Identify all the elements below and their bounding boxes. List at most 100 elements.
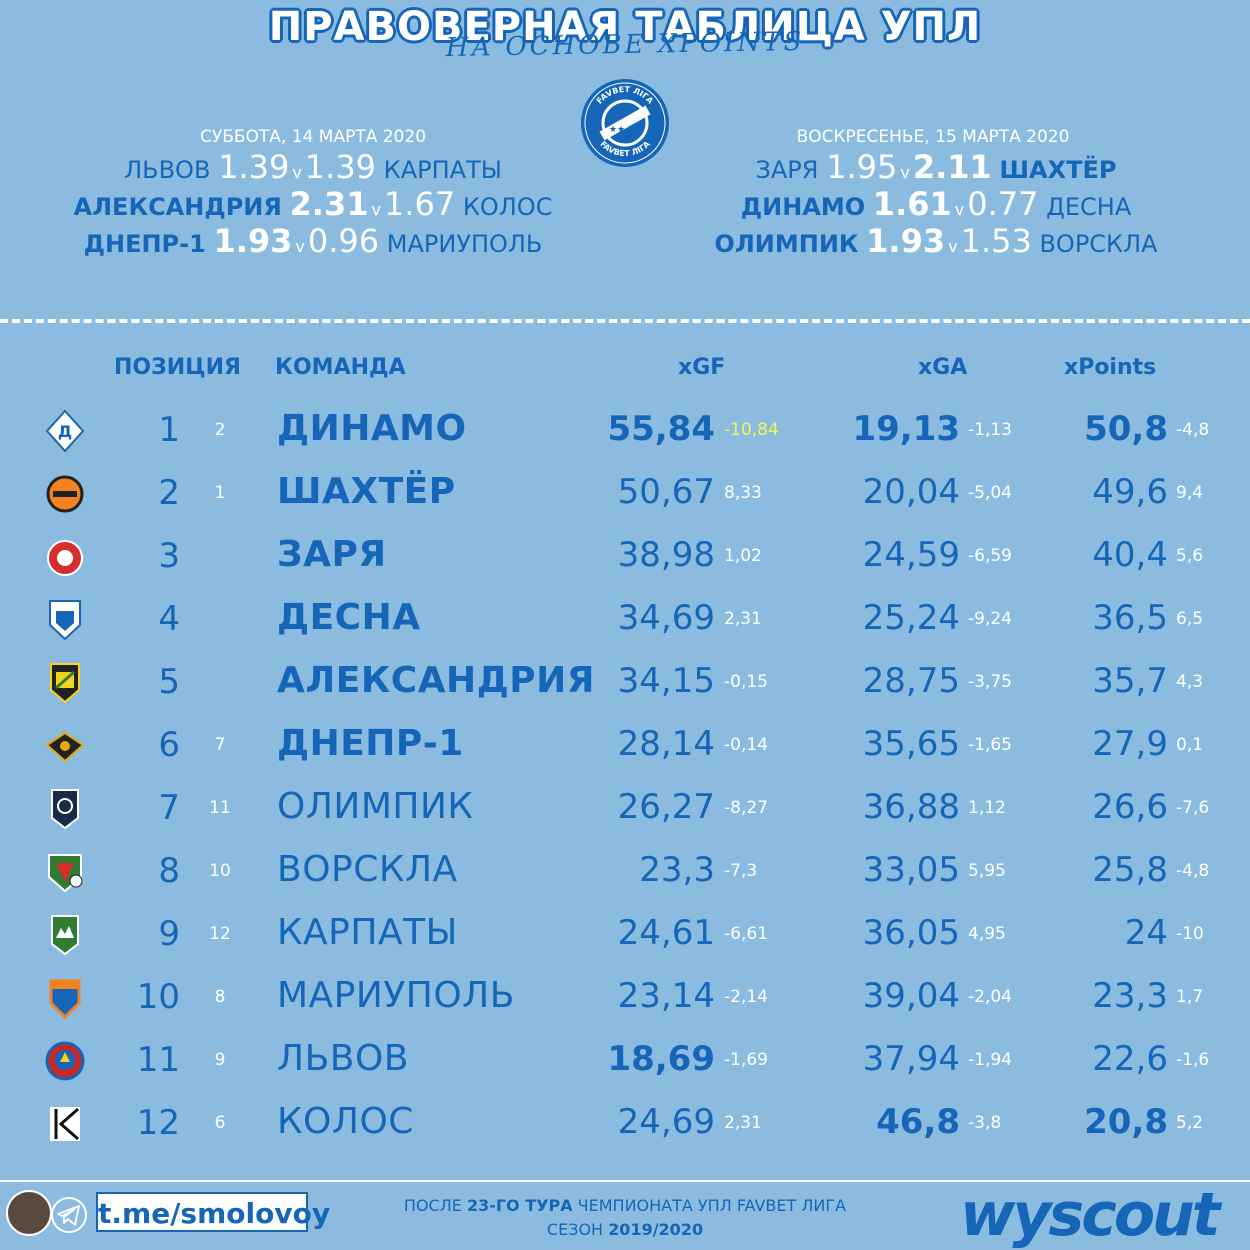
xga-delta: 1,12 (968, 798, 1006, 818)
match-home: АЛЕКСАНДРИЯ (73, 193, 282, 221)
xgf-value: 23,3 (639, 850, 715, 890)
xga-value: 39,04 (862, 976, 960, 1016)
xpoints-delta: -10 (1176, 924, 1204, 944)
match-home-xpoints: 1.93 (213, 222, 293, 260)
match-away-xpoints: 2.11 (912, 148, 992, 186)
team-name: ВОРСКЛА (277, 849, 458, 890)
match-away-xpoints: 1.67 (383, 185, 456, 223)
match-home: ДНЕПР-1 (83, 230, 206, 258)
position: 1 (158, 410, 180, 450)
vorskla-logo-icon (48, 854, 83, 893)
match-vs: v (295, 237, 305, 256)
xga-value: 36,88 (862, 787, 960, 827)
match-home-xpoints: 1.93 (866, 222, 946, 260)
column-header-xga: xGA (918, 355, 968, 380)
match-home: ДИНАМО (740, 193, 866, 221)
dynamo-logo-icon: Д (45, 409, 85, 453)
position: 6 (158, 725, 180, 765)
xpoints-value: 22,6 (1092, 1039, 1168, 1079)
match-away: ВОРСКЛА (1039, 230, 1158, 258)
xga-delta: 5,95 (968, 861, 1006, 881)
dnipro-1-logo-icon (45, 731, 85, 763)
xgf-value: 23,14 (617, 976, 715, 1016)
previous-position: 11 (209, 798, 231, 818)
telegram-link[interactable]: t.me/smolovoy (96, 1192, 330, 1232)
svg-text:Д: Д (58, 422, 72, 441)
xpoints-value: 50,8 (1084, 409, 1168, 449)
xpoints-value: 49,6 (1092, 472, 1168, 512)
xpoints-delta: -4,8 (1176, 861, 1210, 881)
xga-delta: -1,65 (968, 735, 1012, 755)
telegram-icon[interactable] (50, 1196, 88, 1234)
xgf-delta: 1,02 (724, 546, 762, 566)
match-vs: v (954, 200, 965, 219)
table-row: Д 1 2 ДИНАМО 55,84 -10,84 19,13 -1,13 50… (0, 400, 1250, 462)
match-row: АЛЕКСАНДРИЯ 2.31 v1.67 КОЛОС (3, 185, 623, 223)
team-name: ДНЕПР-1 (277, 723, 464, 764)
xgf-value: 24,69 (617, 1102, 715, 1142)
table-row: 9 12 КАРПАТЫ 24,61 -6,61 36,05 4,95 24 -… (0, 904, 1250, 966)
team-name: МАРИУПОЛЬ (277, 975, 515, 1016)
team-name: ШАХТЁР (277, 471, 456, 512)
match-home-xpoints: 1.39 (218, 148, 290, 186)
previous-position: 2 (214, 420, 226, 440)
match-home: ЗАРЯ (755, 156, 819, 184)
xga-delta: -2,04 (968, 987, 1012, 1007)
xga-delta: -3,75 (968, 672, 1012, 692)
column-header-xgf: xGF (678, 355, 726, 380)
xgf-delta: -1,69 (724, 1050, 768, 1070)
xga-delta: 4,95 (968, 924, 1006, 944)
xgf-value: 50,67 (617, 472, 715, 512)
xga-value: 28,75 (862, 661, 960, 701)
previous-position: 10 (209, 861, 231, 881)
xpoints-value: 23,3 (1092, 976, 1168, 1016)
match-home-xpoints: 1.61 (872, 185, 952, 223)
xga-value: 37,94 (862, 1039, 960, 1079)
match-away: ДЕСНА (1046, 193, 1132, 221)
footer-season: СЕЗОН 2019/2020 (546, 1220, 704, 1239)
xgf-value: 18,69 (607, 1039, 715, 1079)
xga-value: 36,05 (862, 913, 960, 953)
xpoints-delta: -7,6 (1176, 798, 1210, 818)
lviv-logo-icon (45, 1041, 85, 1081)
team-name: АЛЕКСАНДРИЯ (277, 660, 595, 701)
xgf-value: 28,14 (617, 724, 715, 764)
team-name: ЗАРЯ (277, 534, 387, 575)
olimpik-logo-icon (51, 789, 79, 830)
match-row: ЗАРЯ 1.95 v2.11 ШАХТЁР (626, 148, 1246, 186)
team-name: ЛЬВОВ (277, 1038, 409, 1079)
xpoints-delta: 0,1 (1176, 735, 1204, 755)
page-title: ПРАВОВЕРНАЯ ТАБЛИЦА УПЛ (268, 4, 982, 50)
xpoints-value: 20,8 (1084, 1102, 1168, 1142)
previous-position: 8 (214, 987, 226, 1007)
wyscout-logo: wyscout (960, 1180, 1220, 1250)
match-away-xpoints: 1.53 (960, 222, 1032, 260)
column-header-team: КОМАНДА (275, 355, 406, 380)
team-name: ДЕСНА (277, 597, 421, 638)
kolos-logo-icon (50, 1107, 80, 1141)
match-away: КАРПАТЫ (383, 156, 502, 184)
previous-position: 1 (214, 483, 226, 503)
xga-delta: -1,94 (968, 1050, 1012, 1070)
team-name: ОЛИМПИК (277, 786, 474, 827)
match-vs: v (900, 163, 910, 182)
previous-position: 7 (214, 735, 226, 755)
match-home-xpoints: 1.95 (826, 148, 898, 186)
match-row: ОЛИМПИК 1.93 v1.53 ВОРСКЛА (626, 222, 1246, 260)
position: 9 (158, 914, 180, 954)
column-header-xpoints: xPoints (1064, 355, 1157, 380)
xgf-value: 34,15 (617, 661, 715, 701)
position: 4 (158, 599, 180, 639)
previous-position: 6 (214, 1113, 226, 1133)
previous-position: 9 (214, 1050, 226, 1070)
column-header-position: ПОЗИЦИЯ (114, 355, 241, 380)
xgf-value: 24,61 (617, 913, 715, 953)
xpoints-value: 27,9 (1092, 724, 1168, 764)
match-vs: v (371, 200, 381, 219)
team-name: КОЛОС (277, 1101, 414, 1142)
xpoints-delta: 5,2 (1176, 1113, 1204, 1133)
table-row: 8 10 ВОРСКЛА 23,3 -7,3 33,05 5,95 25,8 -… (0, 841, 1250, 903)
match-home-xpoints: 2.31 (289, 185, 369, 223)
xgf-delta: 2,31 (724, 609, 762, 629)
position: 10 (136, 977, 180, 1017)
